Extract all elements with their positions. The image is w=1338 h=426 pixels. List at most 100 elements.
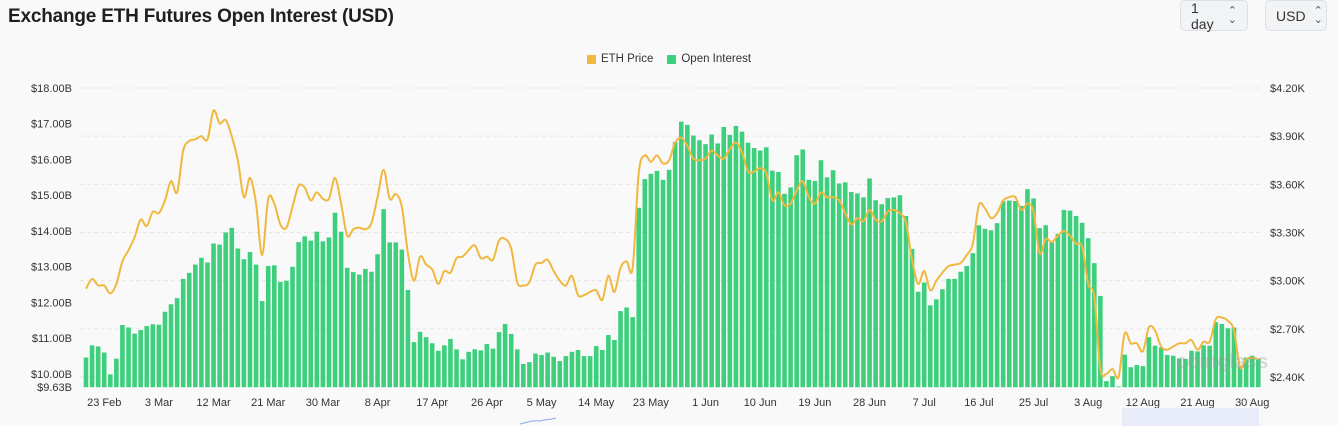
- open-interest-bar[interactable]: [357, 274, 362, 388]
- open-interest-bar[interactable]: [350, 272, 356, 388]
- open-interest-bar[interactable]: [1116, 386, 1121, 388]
- open-interest-bar[interactable]: [915, 291, 921, 388]
- open-interest-bar[interactable]: [873, 200, 878, 388]
- open-interest-bar[interactable]: [557, 361, 563, 388]
- open-interest-bar[interactable]: [1152, 345, 1158, 388]
- open-interest-bar[interactable]: [399, 249, 405, 388]
- open-interest-bar[interactable]: [375, 254, 380, 388]
- interval-select[interactable]: 1 day ⌃ ⌄: [1180, 0, 1248, 32]
- open-interest-bar[interactable]: [1067, 210, 1073, 388]
- open-interest-bar[interactable]: [241, 259, 247, 388]
- open-interest-bar[interactable]: [417, 331, 423, 388]
- open-interest-bar[interactable]: [168, 304, 174, 388]
- open-interest-bar[interactable]: [363, 268, 368, 388]
- open-interest-bar[interactable]: [1091, 263, 1097, 388]
- open-interest-bar[interactable]: [721, 126, 727, 388]
- open-interest-bar[interactable]: [1098, 296, 1103, 388]
- open-interest-bar[interactable]: [703, 144, 708, 388]
- open-interest-bar[interactable]: [1164, 355, 1170, 388]
- open-interest-bar[interactable]: [685, 124, 690, 388]
- open-interest-bar[interactable]: [587, 356, 593, 388]
- open-interest-bar[interactable]: [788, 187, 793, 388]
- open-interest-bar[interactable]: [885, 198, 891, 388]
- open-interest-bar[interactable]: [770, 170, 775, 388]
- open-interest-bar[interactable]: [1025, 189, 1030, 388]
- open-interest-bar[interactable]: [836, 183, 842, 388]
- open-interest-bar[interactable]: [733, 125, 739, 388]
- open-interest-bar[interactable]: [180, 278, 186, 388]
- open-interest-bar[interactable]: [867, 178, 872, 388]
- open-interest-bar[interactable]: [186, 272, 192, 388]
- open-interest-bar[interactable]: [642, 179, 648, 388]
- open-interest-bar[interactable]: [958, 271, 963, 388]
- open-interest-bar[interactable]: [521, 363, 526, 388]
- open-interest-bar[interactable]: [909, 248, 915, 388]
- open-interest-bar[interactable]: [1255, 358, 1261, 388]
- open-interest-bar[interactable]: [976, 225, 982, 388]
- open-interest-bar[interactable]: [1183, 358, 1188, 388]
- open-interest-bar[interactable]: [533, 353, 538, 388]
- open-interest-bar[interactable]: [1170, 355, 1176, 388]
- open-interest-bar[interactable]: [150, 324, 156, 388]
- open-interest-bar[interactable]: [448, 338, 453, 388]
- open-interest-bar[interactable]: [1110, 376, 1115, 388]
- open-interest-bar[interactable]: [727, 134, 733, 388]
- open-interest-bar[interactable]: [278, 281, 283, 388]
- open-interest-bar[interactable]: [211, 243, 216, 388]
- open-interest-bar[interactable]: [138, 330, 143, 388]
- open-interest-bar[interactable]: [739, 131, 745, 388]
- open-interest-bar[interactable]: [527, 362, 532, 388]
- open-interest-bar[interactable]: [551, 356, 556, 388]
- open-interest-bar[interactable]: [812, 180, 818, 388]
- open-interest-bar[interactable]: [338, 231, 344, 388]
- open-interest-bar[interactable]: [1061, 209, 1067, 388]
- open-interest-bar[interactable]: [824, 177, 830, 388]
- open-interest-bar[interactable]: [1243, 357, 1249, 388]
- open-interest-bar[interactable]: [120, 325, 125, 388]
- open-interest-bar[interactable]: [891, 197, 897, 388]
- open-interest-bar[interactable]: [1249, 355, 1255, 388]
- open-interest-bar[interactable]: [235, 248, 241, 388]
- open-interest-bar[interactable]: [132, 333, 137, 388]
- open-interest-bar[interactable]: [314, 231, 320, 388]
- open-interest-bar[interactable]: [806, 179, 812, 388]
- open-interest-bar[interactable]: [1213, 322, 1219, 388]
- open-interest-bar[interactable]: [612, 340, 617, 388]
- open-interest-bar[interactable]: [126, 327, 131, 388]
- open-interest-bar[interactable]: [763, 147, 769, 388]
- open-interest-bar[interactable]: [435, 350, 441, 388]
- open-interest-bar[interactable]: [405, 289, 411, 388]
- open-interest-bar[interactable]: [940, 289, 945, 388]
- open-interest-bar[interactable]: [1104, 381, 1109, 388]
- open-interest-bar[interactable]: [1031, 198, 1036, 388]
- open-interest-bar[interactable]: [490, 348, 496, 388]
- open-interest-bar[interactable]: [1189, 350, 1194, 388]
- open-interest-bar[interactable]: [369, 271, 374, 388]
- open-interest-bar[interactable]: [697, 140, 702, 388]
- open-interest-bar[interactable]: [381, 209, 386, 388]
- open-interest-bar[interactable]: [636, 207, 642, 388]
- open-interest-bar[interactable]: [326, 237, 332, 388]
- open-interest-bar[interactable]: [897, 195, 903, 388]
- open-interest-bar[interactable]: [1055, 233, 1061, 388]
- open-interest-bar[interactable]: [217, 244, 222, 388]
- open-interest-bar[interactable]: [472, 349, 478, 388]
- open-interest-bar[interactable]: [199, 257, 204, 388]
- open-interest-bar[interactable]: [320, 241, 326, 388]
- open-interest-bar[interactable]: [952, 278, 957, 388]
- open-interest-bar[interactable]: [1140, 366, 1146, 388]
- open-interest-bar[interactable]: [842, 182, 848, 388]
- open-interest-bar[interactable]: [496, 332, 502, 388]
- open-interest-bar[interactable]: [794, 155, 799, 388]
- open-interest-bar[interactable]: [678, 121, 684, 388]
- open-interest-bar[interactable]: [539, 355, 544, 388]
- open-interest-bar[interactable]: [1013, 200, 1018, 388]
- legend-item-eth-price[interactable]: ETH Price: [586, 53, 653, 65]
- open-interest-bar[interactable]: [994, 223, 1000, 388]
- legend-item-open-interest[interactable]: Open Interest: [667, 53, 751, 65]
- open-interest-bar[interactable]: [302, 236, 307, 388]
- open-interest-bar[interactable]: [1128, 367, 1134, 388]
- open-interest-bar[interactable]: [156, 324, 162, 388]
- open-interest-bar[interactable]: [757, 150, 763, 388]
- open-interest-bar[interactable]: [1006, 200, 1012, 388]
